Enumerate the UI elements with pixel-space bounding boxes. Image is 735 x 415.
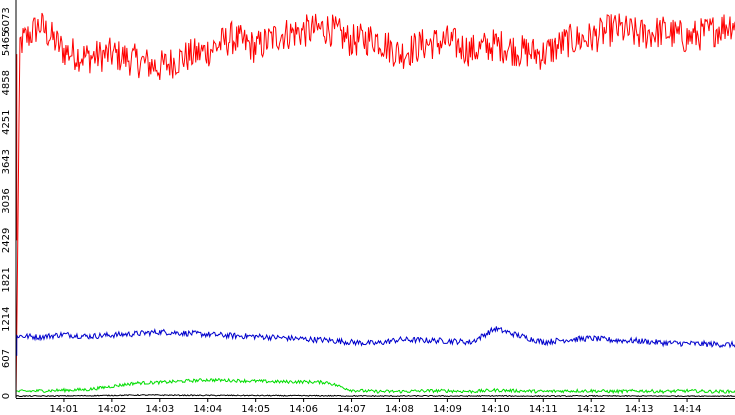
y-tick-label: 607 <box>1 349 12 368</box>
x-tick-label: 14:09 <box>433 404 462 415</box>
x-tick-label: 14:10 <box>481 404 510 415</box>
x-tick-label: 14:04 <box>193 404 222 415</box>
series-line-3 <box>15 377 735 395</box>
x-tick-labels: 14:01 14:02 14:03 14:04 14:05 14:06 14:07 14:08… <box>50 398 702 415</box>
y-tick-label: 1214 <box>1 306 12 331</box>
y-tick-label: 1821 <box>1 267 12 292</box>
series-line-1 <box>15 12 735 399</box>
y-tick-label: 6073 <box>1 7 12 32</box>
x-tick-label: 14:03 <box>145 404 174 415</box>
y-tick-label: 3036 <box>1 188 12 213</box>
x-tick-label: 14:14 <box>673 404 702 415</box>
x-tick-label: 14:06 <box>289 404 318 415</box>
y-tick-label: 4251 <box>1 109 12 134</box>
series-line-2 <box>15 326 735 349</box>
x-tick-label: 14:07 <box>337 404 366 415</box>
series-layer <box>15 12 735 399</box>
x-tick-label: 14:02 <box>97 404 126 415</box>
axes-layer <box>15 0 735 399</box>
y-tick-label: 3643 <box>1 149 12 174</box>
y-tick-label: 2429 <box>1 228 12 253</box>
x-tick-label: 14:12 <box>577 404 606 415</box>
x-tick-label: 14:05 <box>241 404 270 415</box>
y-tick-label: 0 <box>1 393 12 399</box>
x-tick-label: 14:08 <box>385 404 414 415</box>
x-tick-label: 14:13 <box>625 404 654 415</box>
y-tick-label: 5465 <box>1 31 12 56</box>
y-tick-label: 4858 <box>1 70 12 95</box>
x-tick-label: 14:01 <box>50 404 79 415</box>
x-tick-label: 14:11 <box>529 404 558 415</box>
series-line-4 <box>15 393 735 398</box>
